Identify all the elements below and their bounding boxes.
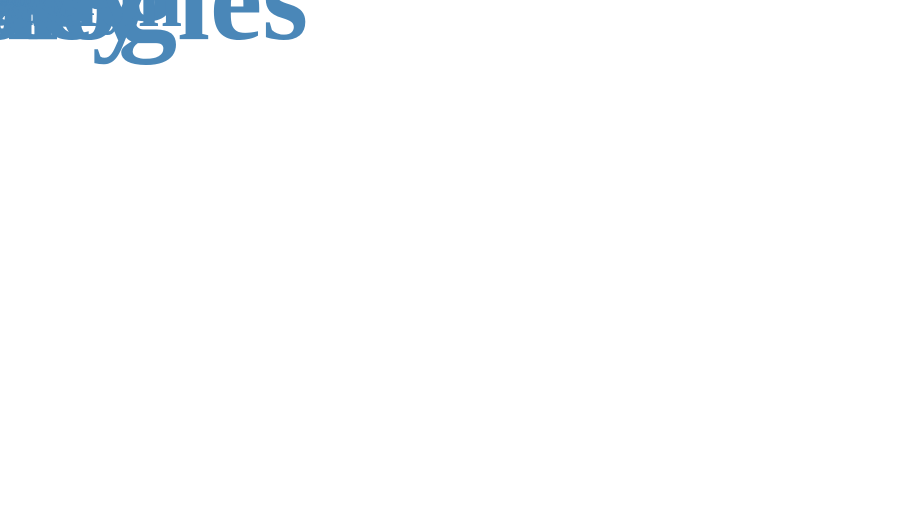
word-policy: policy	[0, 0, 151, 59]
word-foreign: foreign	[0, 0, 43, 14]
word-economy: economy	[0, 0, 21, 6]
word-porter: porter	[0, 0, 38, 14]
word-innovation: innovation	[0, 0, 183, 44]
word-induce: induce	[0, 0, 13, 5]
word-indexes: indexes	[0, 0, 17, 6]
word-stringency: stringency	[0, 0, 67, 15]
word-ccmts: ccmts	[0, 0, 27, 11]
word-discovery: discovery	[0, 0, 134, 33]
word-unfccc: unfccc	[0, 0, 34, 13]
word-cross: cross	[0, 0, 24, 11]
word-induced: induced	[0, 0, 27, 8]
word-variable: variable	[0, 0, 19, 6]
word-technologies: technologies	[0, 0, 308, 59]
word-policies: policies	[0, 0, 25, 8]
word-bank: bank	[0, 0, 17, 8]
word-environment: environment	[0, 0, 43, 8]
word-research: research	[0, 0, 27, 8]
word-green: green	[0, 0, 11, 5]
word-paper: paper	[0, 0, 10, 4]
word-method: method	[0, 0, 18, 6]
word-hypothesi: hypothesi	[0, 0, 95, 23]
word-clean: clean	[0, 0, 20, 10]
word-important: important	[0, 0, 29, 8]
word-world: world	[0, 0, 23, 10]
word-effect: effect	[0, 0, 13, 6]
word-main: main	[0, 0, 9, 4]
